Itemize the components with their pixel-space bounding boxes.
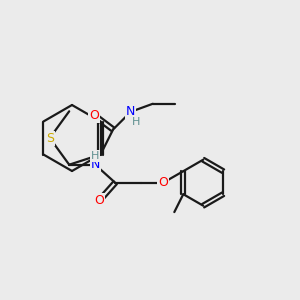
Text: O: O bbox=[89, 109, 99, 122]
Text: H: H bbox=[132, 117, 140, 127]
Text: H: H bbox=[91, 151, 99, 161]
Text: O: O bbox=[158, 176, 168, 189]
Text: O: O bbox=[94, 194, 104, 207]
Text: N: N bbox=[91, 158, 100, 171]
Text: N: N bbox=[126, 105, 136, 118]
Text: S: S bbox=[46, 131, 54, 145]
